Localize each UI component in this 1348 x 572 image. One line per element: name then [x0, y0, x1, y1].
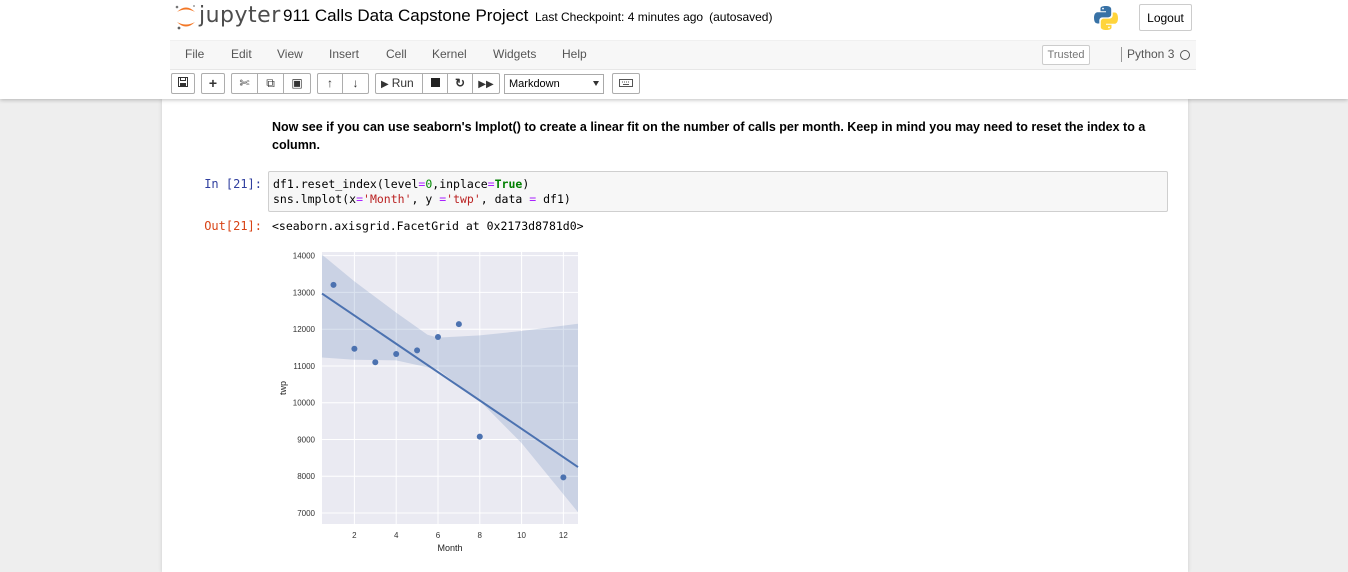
arrow-down-icon: ↓ — [353, 76, 359, 90]
y-tick-label: 12000 — [293, 325, 316, 334]
lmplot-chart: 2 4 6 8 10 12 7000 8000 9000 10000 11000 12000 13000… — [272, 244, 592, 559]
scissors-icon: ✄ — [239, 76, 249, 90]
logout-button[interactable]: Logout — [1139, 4, 1192, 31]
markdown-cell[interactable]: Now see if you can use seaborn's lmplot(… — [272, 118, 1168, 154]
jupyter-logo-icon — [174, 4, 198, 30]
y-tick-label: 11000 — [293, 362, 315, 371]
menu-view[interactable]: View — [277, 47, 303, 61]
interrupt-button[interactable] — [423, 73, 448, 94]
move-down-button[interactable]: ↓ — [343, 73, 369, 94]
refresh-icon: ↻ — [455, 76, 465, 90]
kernel-name[interactable]: Python 3 — [1127, 47, 1174, 61]
cell-type-value: Markdown — [509, 78, 560, 90]
stop-icon — [431, 78, 440, 87]
header: jupyter 911 Calls Data Capstone Project … — [0, 0, 1348, 99]
output-text: <seaborn.axisgrid.FacetGrid at 0x2173d87… — [272, 219, 584, 233]
paste-icon: ▣ — [291, 76, 302, 90]
y-tick-label: 7000 — [297, 509, 315, 518]
notebook-title[interactable]: 911 Calls Data Capstone Project — [283, 6, 528, 26]
caret-down-icon — [593, 81, 599, 86]
arrow-up-icon: ↑ — [327, 76, 333, 90]
paste-button[interactable]: ▣ — [284, 73, 311, 94]
x-tick-label: 10 — [517, 531, 526, 540]
cut-button[interactable]: ✄ — [231, 73, 258, 94]
data-point — [477, 434, 483, 440]
menu-cell[interactable]: Cell — [386, 47, 407, 61]
menu-edit[interactable]: Edit — [231, 47, 252, 61]
kernel-divider — [1121, 47, 1122, 62]
menubar: File Edit View Insert Cell Kernel Widget… — [170, 40, 1196, 70]
data-point — [393, 351, 399, 357]
data-point — [414, 347, 420, 353]
menu-widgets[interactable]: Widgets — [493, 47, 536, 61]
y-tick-label: 14000 — [293, 252, 316, 261]
input-prompt: In [21]: — [162, 177, 262, 191]
y-tick-label: 9000 — [297, 435, 315, 444]
copy-icon: ⧉ — [266, 76, 275, 90]
y-tick-label: 13000 — [293, 288, 316, 297]
python-logo-icon — [1093, 5, 1119, 36]
checkpoint-status: Last Checkpoint: 4 minutes ago (autosaved… — [535, 10, 772, 24]
keyboard-icon — [619, 79, 633, 87]
restart-button[interactable]: ↻ — [448, 73, 473, 94]
run-button[interactable]: ▶︎ Run — [375, 73, 423, 94]
data-point — [435, 334, 441, 340]
y-axis-label: twp — [278, 381, 288, 395]
x-tick-label: 4 — [394, 531, 399, 540]
checkpoint-text: Last Checkpoint: 4 minutes ago — [535, 10, 703, 24]
data-point — [351, 346, 357, 352]
data-point — [372, 359, 378, 365]
x-tick-label: 2 — [352, 531, 357, 540]
menu-help[interactable]: Help — [562, 47, 587, 61]
command-palette-button[interactable] — [612, 73, 640, 94]
save-button[interactable] — [171, 73, 195, 94]
fast-forward-icon: ▶▶ — [478, 79, 493, 90]
restart-run-all-button[interactable]: ▶▶ — [473, 73, 500, 94]
code-line-1: df1.reset_index(level=0,inplace=True) — [273, 177, 529, 191]
kernel-idle-icon — [1180, 50, 1190, 60]
data-point — [560, 474, 566, 480]
code-cell-editor[interactable]: df1.reset_index(level=0,inplace=True) sn… — [268, 171, 1168, 212]
menu-insert[interactable]: Insert — [329, 47, 359, 61]
autosave-status: (autosaved) — [709, 10, 772, 24]
insert-cell-button[interactable]: + — [201, 73, 225, 94]
jupyter-logo[interactable]: jupyter — [174, 4, 198, 32]
copy-button[interactable]: ⧉ — [258, 73, 284, 94]
x-tick-label: 8 — [478, 531, 483, 540]
code-line-2: sns.lmplot(x='Month', y ='twp', data = d… — [273, 192, 571, 206]
y-tick-label: 8000 — [297, 472, 315, 481]
output-prompt: Out[21]: — [162, 219, 262, 233]
plus-icon: + — [209, 75, 217, 91]
step-forward-icon: ▶︎ — [381, 79, 389, 90]
x-axis-label: Month — [437, 543, 462, 553]
notebook-container: Now see if you can use seaborn's lmplot(… — [162, 99, 1188, 572]
x-tick-label: 12 — [559, 531, 568, 540]
menu-file[interactable]: File — [185, 47, 204, 61]
menu-kernel[interactable]: Kernel — [432, 47, 467, 61]
logo-text: jupyter — [199, 3, 281, 28]
x-tick-label: 6 — [436, 531, 441, 540]
cell-type-select[interactable]: Markdown — [504, 74, 604, 94]
y-tick-label: 10000 — [293, 399, 316, 408]
run-label: Run — [392, 76, 414, 90]
data-point — [456, 321, 462, 327]
move-up-button[interactable]: ↑ — [317, 73, 343, 94]
save-icon — [178, 77, 188, 87]
data-point — [330, 282, 336, 288]
trusted-indicator[interactable]: Trusted — [1042, 45, 1090, 65]
